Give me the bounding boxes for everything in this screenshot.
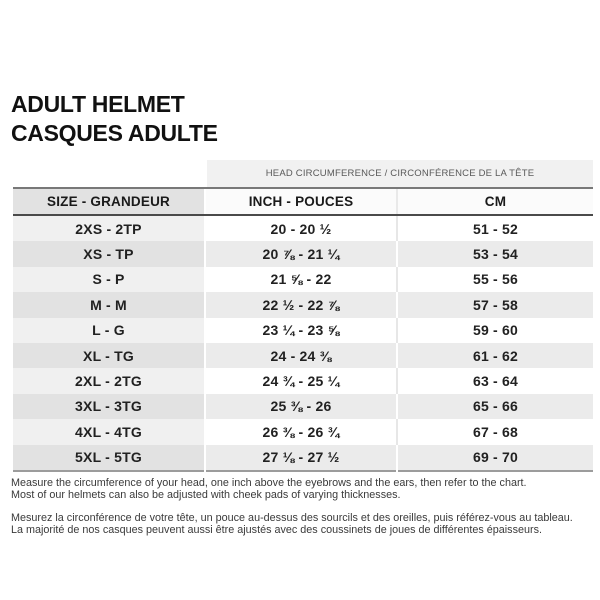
table-row: XS - TP 20 ⅞ - 21 ¼ 53 - 54 xyxy=(13,241,593,267)
size-cell: M - M xyxy=(13,292,205,318)
cm-cell: 55 - 56 xyxy=(396,266,593,293)
instructions-fr: Mesurez la circonférence de votre tête, … xyxy=(11,512,596,537)
size-cell: S - P xyxy=(13,266,205,293)
page-title-line-fr: CASQUES ADULTE xyxy=(11,120,218,146)
table-row: 2XL - 2TG 24 ¾ - 25 ¼ 63 - 64 xyxy=(13,368,593,394)
table-row: 5XL - 5TG 27 ⅛ - 27 ½ 69 - 70 xyxy=(13,444,593,471)
table-row: S - P 21 ⅝ - 22 55 - 56 xyxy=(13,266,593,293)
measuring-instructions: Measure the circumference of your head, … xyxy=(11,477,596,537)
inch-cell: 23 ¼ - 23 ⅝ xyxy=(204,317,397,343)
instructions-en-line2: Most of our helmets can also be adjusted… xyxy=(11,489,401,502)
table-row: 4XL - 4TG 26 ⅜ - 26 ¾ 67 - 68 xyxy=(13,419,593,445)
size-cell: XS - TP xyxy=(13,241,205,267)
cm-cell: 59 - 60 xyxy=(396,317,593,343)
inch-cell: 22 ½ - 22 ⅞ xyxy=(204,292,397,318)
inch-cell: 24 ¾ - 25 ¼ xyxy=(204,368,397,394)
cm-cell: 53 - 54 xyxy=(396,241,593,267)
size-cell: 3XL - 3TG xyxy=(13,393,205,420)
table-row: 2XS - 2TP 20 - 20 ½ 51 - 52 xyxy=(13,215,593,242)
size-cell: 4XL - 4TG xyxy=(13,419,205,445)
column-header-size: SIZE - GRANDEUR xyxy=(13,187,205,216)
page-title-line-en: ADULT HELMET xyxy=(11,91,185,117)
inch-cell: 24 - 24 ⅜ xyxy=(204,342,397,369)
cm-cell: 51 - 52 xyxy=(396,215,593,242)
size-cell: L - G xyxy=(13,317,205,343)
size-table: SIZE - GRANDEUR INCH - POUCES CM 2XS - 2… xyxy=(13,187,593,472)
head-circumference-span-header: HEAD CIRCUMFERENCE / CIRCONFÉRENCE DE LA… xyxy=(207,160,593,187)
inch-cell: 21 ⅝ - 22 xyxy=(204,266,397,293)
inch-cell: 20 ⅞ - 21 ¼ xyxy=(204,241,397,267)
cm-cell: 57 - 58 xyxy=(396,292,593,318)
column-header-inch: INCH - POUCES xyxy=(204,187,397,216)
size-table-header: SIZE - GRANDEUR INCH - POUCES CM xyxy=(13,187,593,216)
size-chart-table-area: HEAD CIRCUMFERENCE / CIRCONFÉRENCE DE LA… xyxy=(13,160,593,472)
table-row: XL - TG 24 - 24 ⅜ 61 - 62 xyxy=(13,342,593,369)
instructions-en-line1: Measure the circumference of your head, … xyxy=(11,477,527,489)
table-row: 3XL - 3TG 25 ⅜ - 26 65 - 66 xyxy=(13,393,593,420)
table-row: L - G 23 ¼ - 23 ⅝ 59 - 60 xyxy=(13,317,593,343)
cm-cell: 65 - 66 xyxy=(396,393,593,420)
page-title: ADULT HELMET CASQUES ADULTE xyxy=(11,90,218,148)
size-cell: 5XL - 5TG xyxy=(13,444,205,471)
table-row: M - M 22 ½ - 22 ⅞ 57 - 58 xyxy=(13,292,593,318)
column-header-cm: CM xyxy=(396,187,593,216)
inch-cell: 26 ⅜ - 26 ¾ xyxy=(204,419,397,445)
cm-cell: 63 - 64 xyxy=(396,368,593,394)
instructions-en: Measure the circumference of your head, … xyxy=(11,477,596,502)
size-table-body: 2XS - 2TP 20 - 20 ½ 51 - 52 XS - TP 20 ⅞… xyxy=(13,215,593,471)
cm-cell: 61 - 62 xyxy=(396,342,593,369)
inch-cell: 25 ⅜ - 26 xyxy=(204,393,397,420)
inch-cell: 27 ⅛ - 27 ½ xyxy=(204,444,397,471)
instructions-fr-line1: Mesurez la circonférence de votre tête, … xyxy=(11,511,573,524)
size-cell: XL - TG xyxy=(13,342,205,369)
cm-cell: 69 - 70 xyxy=(396,444,593,471)
size-cell: 2XS - 2TP xyxy=(13,215,205,242)
cm-cell: 67 - 68 xyxy=(396,419,593,445)
instructions-fr-line2: La majorité de nos casques peuvent aussi… xyxy=(11,524,542,537)
size-cell: 2XL - 2TG xyxy=(13,368,205,394)
inch-cell: 20 - 20 ½ xyxy=(204,215,397,242)
